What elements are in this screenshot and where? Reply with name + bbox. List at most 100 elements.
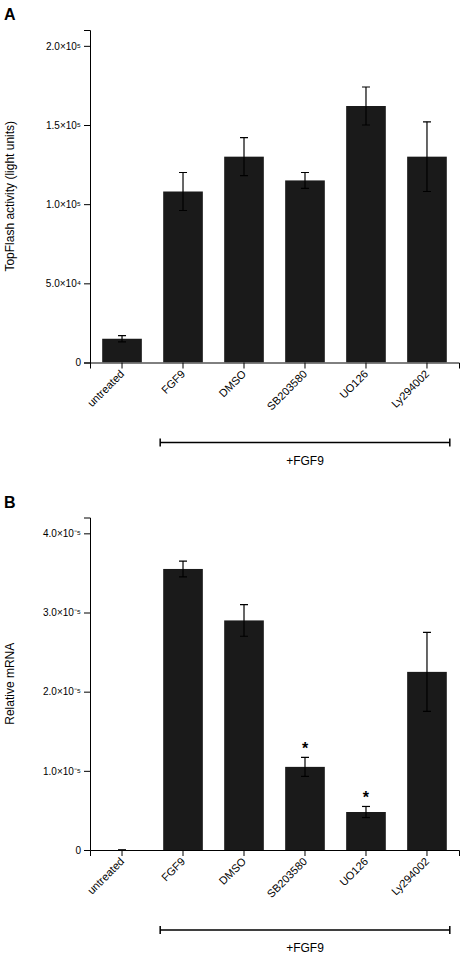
bar xyxy=(224,620,264,850)
error-bar-cap xyxy=(118,849,126,850)
error-bar-cap xyxy=(423,191,431,192)
x-tick-mark xyxy=(304,850,305,856)
y-tick: 1.0×10⁻⁵ xyxy=(43,766,90,777)
y-tick-mark xyxy=(84,850,90,851)
x-tick-mark xyxy=(183,363,184,369)
y-tick-mark xyxy=(84,283,90,284)
error-bar-stem xyxy=(121,336,122,342)
y-tick: 4.0×10⁻⁵ xyxy=(43,528,90,539)
error-bar-stem xyxy=(426,632,427,711)
significance-star: * xyxy=(302,740,309,757)
y-tick: 1.5×10⁵ xyxy=(46,120,90,131)
x-tick-label: SB203580 xyxy=(264,855,309,900)
bar xyxy=(285,767,325,850)
bracket-label: +FGF9 xyxy=(286,454,324,468)
x-tick: FGF9 xyxy=(159,850,187,883)
y-tick: 3.0×10⁻⁵ xyxy=(43,607,90,618)
error-bar-stem xyxy=(243,138,244,176)
y-tick-mark xyxy=(84,613,90,614)
error-bar-cap xyxy=(240,175,248,176)
y-tick-label: 1.0×10⁵ xyxy=(46,199,81,210)
panel: 0 5.0×10⁴ 1.0×10⁵ 1.5×10⁵ 2.0×10⁵ untreated FG… xyxy=(3,6,460,468)
error-bar-stem xyxy=(304,757,305,776)
error-bar-cap xyxy=(362,817,370,818)
x-tick-label: UO126 xyxy=(337,855,370,888)
x-tick: untreated xyxy=(85,363,126,409)
bar xyxy=(346,106,386,363)
error-bar-stem xyxy=(182,173,183,211)
x-tick-mark xyxy=(244,363,245,369)
error-bar-stem xyxy=(365,87,366,125)
error-bar-cap xyxy=(118,335,126,336)
y-tick: 0 xyxy=(75,845,90,856)
y-tick-label: 2.0×10⁵ xyxy=(46,41,81,52)
x-axis-line xyxy=(91,363,460,369)
x-tick: Ly294002 xyxy=(389,363,431,410)
x-tick: SB203580 xyxy=(264,850,309,900)
error-bar xyxy=(423,632,431,711)
error-bar-cap xyxy=(240,636,248,637)
y-tick: 5.0×10⁴ xyxy=(46,278,90,289)
y-axis: 0 1.0×10⁻⁵ 2.0×10⁻⁵ 3.0×10⁻⁵ 4.0×10⁻⁵ xyxy=(43,518,91,856)
x-tick: Ly294002 xyxy=(389,850,431,897)
error-bar-cap xyxy=(423,711,431,712)
bracket xyxy=(160,926,450,934)
x-tick-label: DMSO xyxy=(216,367,248,399)
y-axis-title: Relative mRNA xyxy=(3,643,17,725)
error-bar-cap xyxy=(179,172,187,173)
x-tick: UO126 xyxy=(337,850,370,888)
y-tick: 0 xyxy=(75,357,90,368)
error-bar-cap xyxy=(301,776,309,777)
bar xyxy=(102,850,142,851)
x-tick-mark xyxy=(304,363,305,369)
error-bar xyxy=(179,561,187,577)
x-tick-mark xyxy=(365,850,366,856)
y-tick-label: 1.0×10⁻⁵ xyxy=(43,766,81,777)
y-tick: 2.0×10⁻⁵ xyxy=(43,686,90,697)
y-tick-label: 0 xyxy=(75,845,81,856)
error-bar xyxy=(362,806,370,817)
y-tick-mark xyxy=(84,363,90,364)
error-bar-cap xyxy=(423,632,431,633)
x-tick-label: Ly294002 xyxy=(389,368,431,410)
x-tick-mark xyxy=(122,363,123,369)
x-tick-label: FGF9 xyxy=(159,855,187,883)
x-tick: UO126 xyxy=(337,363,370,401)
marks xyxy=(118,561,447,850)
error-bar xyxy=(301,757,309,776)
x-tick-label: untreated xyxy=(85,855,126,896)
error-bar-stem xyxy=(426,122,427,192)
y-tick-label: 3.0×10⁻⁵ xyxy=(43,607,81,618)
error-bar-stem xyxy=(182,561,183,577)
error-bar-cap xyxy=(362,86,370,87)
x-tick: FGF9 xyxy=(159,363,187,396)
y-axis-line xyxy=(84,518,91,851)
panel-label: A xyxy=(4,6,16,23)
x-tick-mark xyxy=(122,850,123,856)
y-tick-label: 1.5×10⁵ xyxy=(46,120,81,131)
bar xyxy=(346,812,386,850)
y-axis-line xyxy=(84,31,91,364)
error-bar-stem xyxy=(365,806,366,817)
error-bar-cap xyxy=(423,121,431,122)
marks xyxy=(102,87,447,363)
y-axis: 0 5.0×10⁴ 1.0×10⁵ 1.5×10⁵ 2.0×10⁵ xyxy=(46,31,91,369)
error-bar-cap xyxy=(118,849,126,850)
y-tick-label: 0 xyxy=(75,357,81,368)
chart-svg: 0 5.0×10⁴ 1.0×10⁵ 1.5×10⁵ 2.0×10⁵ untreated FG… xyxy=(0,0,474,975)
error-bar xyxy=(423,122,431,192)
x-tick-label: Ly294002 xyxy=(389,855,431,897)
error-bar-stem xyxy=(243,605,244,637)
y-tick: 2.0×10⁵ xyxy=(46,41,90,52)
error-bar-cap xyxy=(118,341,126,342)
bracket-label: +FGF9 xyxy=(286,941,324,955)
error-bar xyxy=(179,173,187,211)
error-bar xyxy=(362,87,370,125)
x-tick-label: FGF9 xyxy=(159,368,187,396)
y-tick-label: 4.0×10⁻⁵ xyxy=(43,528,81,539)
x-tick-mark xyxy=(426,850,427,856)
error-bar xyxy=(240,605,248,637)
x-tick: DMSO xyxy=(216,363,248,400)
y-tick-mark xyxy=(84,692,90,693)
error-bar-cap xyxy=(240,604,248,605)
